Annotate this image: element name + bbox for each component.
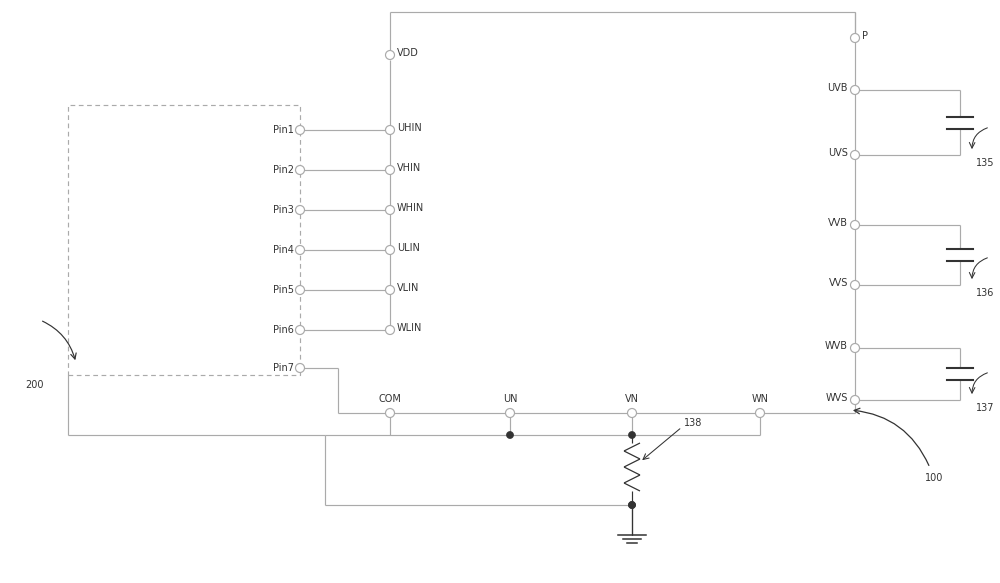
Text: Pin1: Pin1 bbox=[273, 125, 294, 135]
Circle shape bbox=[296, 286, 304, 294]
Text: VDD: VDD bbox=[397, 48, 419, 58]
Text: UVS: UVS bbox=[828, 148, 848, 158]
Text: 138: 138 bbox=[684, 418, 702, 428]
Circle shape bbox=[296, 245, 304, 255]
Text: Pin2: Pin2 bbox=[273, 165, 294, 175]
Circle shape bbox=[629, 501, 636, 508]
Circle shape bbox=[386, 51, 394, 59]
Circle shape bbox=[296, 363, 304, 373]
Text: Pin3: Pin3 bbox=[273, 205, 294, 215]
Text: Pin6: Pin6 bbox=[273, 325, 294, 335]
Text: VLIN: VLIN bbox=[397, 283, 419, 293]
Circle shape bbox=[386, 205, 394, 215]
Text: 135: 135 bbox=[976, 158, 994, 168]
Text: WVS: WVS bbox=[826, 393, 848, 403]
Circle shape bbox=[386, 325, 394, 335]
Circle shape bbox=[629, 431, 636, 438]
Text: Pin5: Pin5 bbox=[273, 285, 294, 295]
Text: 100: 100 bbox=[925, 473, 943, 483]
Text: VVS: VVS bbox=[829, 278, 848, 288]
Text: UN: UN bbox=[503, 394, 517, 404]
Circle shape bbox=[850, 343, 860, 353]
Bar bbox=[68, 105, 300, 375]
Circle shape bbox=[506, 409, 514, 417]
Text: VHIN: VHIN bbox=[397, 163, 421, 173]
Text: WHIN: WHIN bbox=[397, 203, 424, 213]
Circle shape bbox=[386, 125, 394, 135]
Text: 136: 136 bbox=[976, 288, 994, 298]
Circle shape bbox=[850, 220, 860, 230]
Circle shape bbox=[296, 205, 304, 215]
Text: ULIN: ULIN bbox=[397, 243, 420, 253]
Text: 200: 200 bbox=[25, 380, 44, 390]
Text: Pin7: Pin7 bbox=[273, 363, 294, 373]
Text: UHIN: UHIN bbox=[397, 123, 422, 133]
Text: WLIN: WLIN bbox=[397, 323, 422, 333]
Text: WN: WN bbox=[752, 394, 768, 404]
Circle shape bbox=[756, 409, 765, 417]
Text: UVB: UVB bbox=[828, 83, 848, 93]
Circle shape bbox=[296, 125, 304, 135]
Circle shape bbox=[629, 501, 636, 508]
Text: COM: COM bbox=[379, 394, 401, 404]
Text: WVB: WVB bbox=[825, 341, 848, 351]
Circle shape bbox=[296, 325, 304, 335]
Circle shape bbox=[386, 166, 394, 174]
Text: Pin4: Pin4 bbox=[273, 245, 294, 255]
Text: P: P bbox=[862, 31, 868, 41]
Circle shape bbox=[386, 245, 394, 255]
Circle shape bbox=[628, 409, 637, 417]
Circle shape bbox=[850, 86, 860, 94]
Circle shape bbox=[850, 280, 860, 290]
Text: VN: VN bbox=[625, 394, 639, 404]
Circle shape bbox=[850, 150, 860, 160]
Circle shape bbox=[386, 286, 394, 294]
Circle shape bbox=[296, 166, 304, 174]
Circle shape bbox=[850, 395, 860, 405]
Text: VVB: VVB bbox=[828, 218, 848, 228]
Text: 137: 137 bbox=[976, 403, 994, 413]
Circle shape bbox=[850, 33, 860, 43]
Circle shape bbox=[507, 431, 514, 438]
Circle shape bbox=[386, 409, 394, 417]
